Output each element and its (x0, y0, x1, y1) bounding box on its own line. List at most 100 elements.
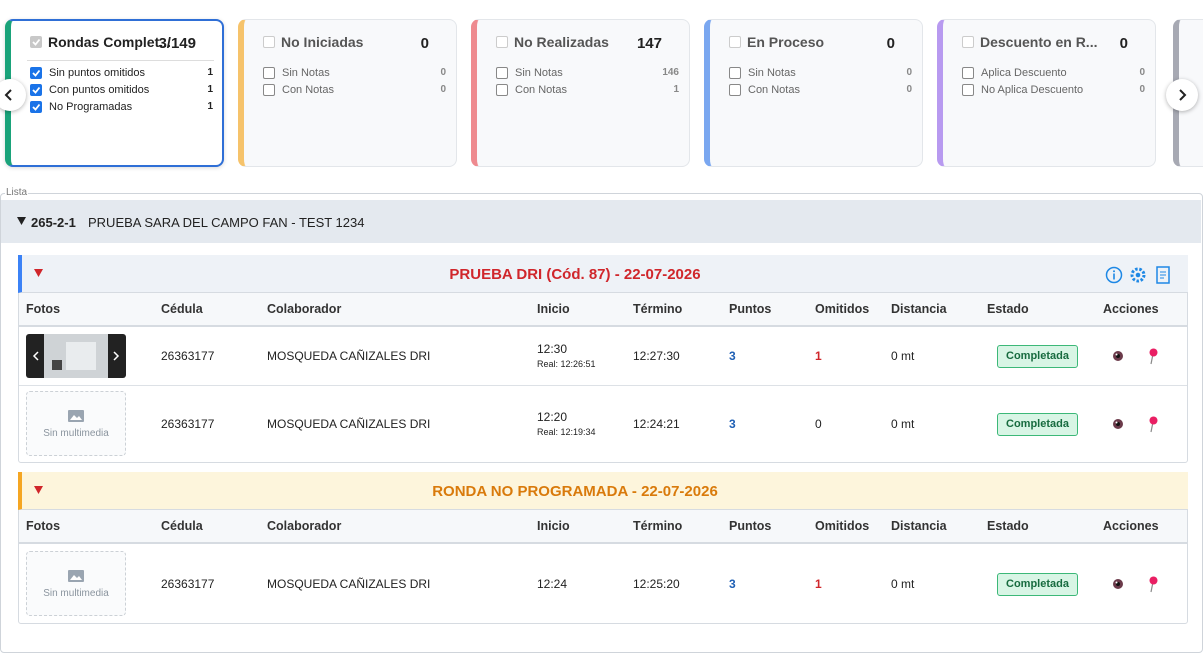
card-item-count: 146 (662, 67, 679, 78)
column-header: Distancia (891, 302, 947, 316)
card-title: No Iniciadas (281, 34, 364, 50)
card-title: En Proceso (747, 34, 825, 50)
checkbox[interactable] (729, 67, 741, 79)
column-header: Inicio (537, 519, 570, 533)
checkbox[interactable] (263, 67, 275, 79)
checkbox[interactable] (263, 36, 275, 48)
card-item-count: 0 (1139, 67, 1145, 78)
column-header: Acciones (1103, 519, 1159, 533)
section-header[interactable] (18, 472, 1188, 510)
no-media-box (26, 551, 126, 616)
omitidos: 1 (815, 349, 822, 363)
card-item-label: Con Notas (748, 84, 800, 96)
column-header: Cédula (161, 519, 203, 533)
column-header: Omitidos (815, 302, 870, 316)
location-button[interactable] (1146, 347, 1160, 365)
inicio: 12:30 (537, 342, 568, 356)
checkbox[interactable] (962, 67, 974, 79)
no-media-text: Sin multimedia (43, 588, 109, 599)
group-header[interactable] (1, 200, 1201, 243)
card-item-count: 1 (207, 101, 213, 112)
card-item-label: Con Notas (515, 84, 567, 96)
card-item-count: 0 (906, 84, 912, 95)
location-button[interactable] (1146, 575, 1160, 593)
column-header: Acciones (1103, 302, 1159, 316)
card-item-label: No Programadas (49, 101, 133, 113)
view-button[interactable] (1111, 577, 1125, 591)
inicio-real: Real: 12:26:51 (537, 359, 596, 369)
card-item-count: 1 (673, 84, 679, 95)
distancia: 0 mt (891, 417, 915, 431)
checkbox[interactable] (962, 36, 974, 48)
card-title: Rondas Complet... (48, 34, 171, 50)
termino: 12:24:21 (633, 417, 680, 431)
colaborador: MOSQUEDA CAÑIZALES DRI (267, 349, 431, 363)
card-item-label: Con puntos omitidos (49, 84, 150, 96)
card-item-count: 0 (906, 67, 912, 78)
cedula: 26363177 (161, 417, 215, 431)
checkbox[interactable] (729, 36, 741, 48)
card-item-label: Aplica Descuento (981, 67, 1067, 79)
card-item-label: No Aplica Descuento (981, 84, 1084, 96)
card-item-label: Sin Notas (515, 67, 563, 79)
column-header: Puntos (729, 519, 772, 533)
checkbox[interactable] (729, 84, 741, 96)
nav-prev[interactable] (0, 79, 26, 111)
column-header-row (19, 510, 1187, 544)
colaborador: MOSQUEDA CAÑIZALES DRI (267, 577, 431, 591)
section-title: PRUEBA DRI (Cód. 87) - 22-07-2026 (449, 266, 701, 283)
checkbox[interactable] (30, 67, 42, 79)
settings-button[interactable] (1129, 266, 1147, 284)
card-title: No Realizadas (514, 34, 609, 50)
cedula: 26363177 (161, 349, 215, 363)
section-header[interactable] (18, 255, 1188, 293)
checkbox[interactable] (30, 101, 42, 113)
card-item-label: Sin Notas (748, 67, 796, 79)
checkbox[interactable] (962, 84, 974, 96)
no-media-text: Sin multimedia (43, 428, 109, 439)
column-header: Colaborador (267, 302, 342, 316)
checkbox[interactable] (30, 84, 42, 96)
section-title: RONDA NO PROGRAMADA - 22-07-2026 (432, 483, 718, 500)
card-item-count: 1 (207, 67, 213, 78)
view-button[interactable] (1111, 417, 1125, 431)
card-count: 0 (420, 35, 429, 52)
info-button[interactable] (1105, 266, 1123, 284)
card-item-label: Sin puntos omitidos (49, 67, 145, 79)
estado-badge: Completada (997, 573, 1078, 596)
checkbox[interactable] (496, 67, 508, 79)
column-header: Estado (987, 519, 1029, 533)
group-name: PRUEBA SARA DEL CAMPO FAN - TEST 1234 (88, 215, 365, 230)
puntos: 3 (729, 577, 736, 591)
column-header: Omitidos (815, 519, 870, 533)
photo-thumbnail[interactable] (26, 334, 126, 378)
card-item-count: 0 (1139, 84, 1145, 95)
checkbox[interactable] (496, 84, 508, 96)
checkbox[interactable] (263, 84, 275, 96)
distancia: 0 mt (891, 577, 915, 591)
report-button[interactable] (1154, 265, 1172, 285)
column-header: Fotos (26, 302, 61, 316)
column-header: Distancia (891, 519, 947, 533)
column-header: Término (633, 302, 683, 316)
card-item-label: Con Notas (282, 84, 334, 96)
card-count: 0 (1119, 35, 1128, 52)
checkbox[interactable] (30, 36, 42, 48)
cedula: 26363177 (161, 577, 215, 591)
checkbox[interactable] (496, 36, 508, 48)
view-button[interactable] (1111, 349, 1125, 363)
estado-badge: Completada (997, 345, 1078, 368)
location-button[interactable] (1146, 415, 1160, 433)
column-header: Término (633, 519, 683, 533)
column-header: Estado (987, 302, 1029, 316)
termino: 12:27:30 (633, 349, 680, 363)
column-header: Inicio (537, 302, 570, 316)
column-header: Fotos (26, 519, 61, 533)
omitidos: 0 (815, 417, 822, 431)
card-divider (27, 60, 214, 61)
nav-next[interactable] (1166, 79, 1198, 111)
puntos: 3 (729, 417, 736, 431)
card-count: 0 (886, 35, 895, 52)
column-header: Cédula (161, 302, 203, 316)
